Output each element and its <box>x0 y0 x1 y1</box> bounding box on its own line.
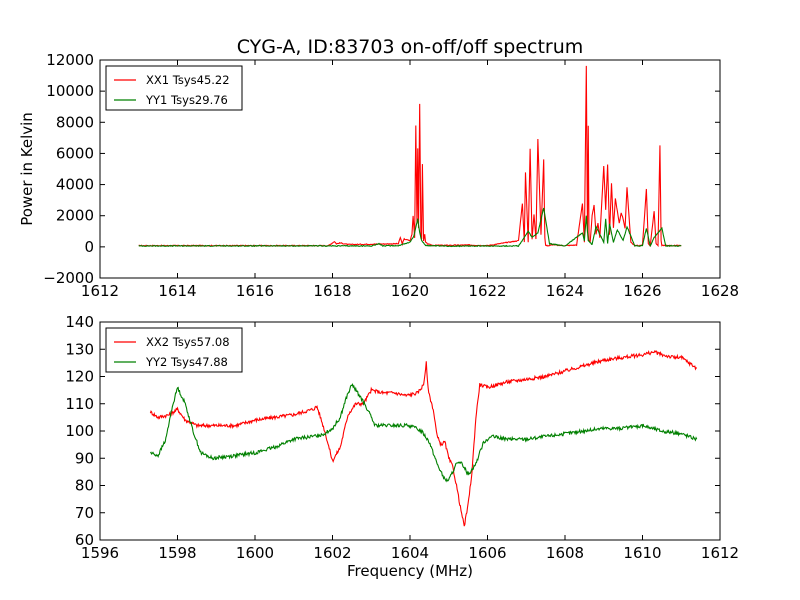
x-tick-label: 1600 <box>236 544 274 562</box>
legend-box <box>105 327 243 373</box>
y-tick-label: 2000 <box>56 207 94 225</box>
x-tick-label: 1606 <box>468 544 506 562</box>
x-tick-label: 1608 <box>546 544 584 562</box>
y-tick-label: 60 <box>75 531 94 549</box>
y-axis-label: Power in Kelvin <box>18 112 36 226</box>
y-tick-label: −2000 <box>43 269 94 287</box>
y-tick-label: 4000 <box>56 176 94 194</box>
x-tick-label: 1628 <box>701 282 739 300</box>
legend-entry: XX2 Tsys57.08 <box>146 335 230 349</box>
x-tick-label: 1622 <box>468 282 506 300</box>
legend-entry: YY2 Tsys47.88 <box>145 355 228 369</box>
series-line-xx2 <box>149 349 698 527</box>
y-tick-label: 8000 <box>56 113 94 131</box>
x-tick-label: 1604 <box>391 544 429 562</box>
legend-entry: XX1 Tsys45.22 <box>146 73 230 87</box>
x-tick-label: 1612 <box>81 282 119 300</box>
x-tick-label: 1614 <box>158 282 196 300</box>
y-tick-label: 110 <box>65 395 94 413</box>
y-tick-label: 0 <box>84 238 94 256</box>
bottom-panel: 1596 1598 1600 1602 1604 1606 1608 1610 1612 60 70… <box>65 313 739 580</box>
x-tick-label: 1596 <box>81 544 119 562</box>
y-tick-label: 70 <box>75 504 94 522</box>
y-tick-label: 100 <box>65 422 94 440</box>
legend-entry: YY1 Tsys29.76 <box>145 93 228 107</box>
y-tick-label: 120 <box>65 368 94 386</box>
y-tick-label: 130 <box>65 340 94 358</box>
y-tick-label: 10000 <box>46 82 94 100</box>
y-tick-label: 90 <box>75 449 94 467</box>
x-tick-label: 1620 <box>391 282 429 300</box>
series-line-yy1 <box>138 207 682 248</box>
x-tick-label: 1624 <box>546 282 584 300</box>
y-tick-label: 6000 <box>56 144 94 162</box>
x-tick-label: 1616 <box>236 282 274 300</box>
legend-box <box>105 65 243 111</box>
x-tick-label: 1612 <box>701 544 739 562</box>
y-tick-label: 12000 <box>46 51 94 69</box>
top-panel: 1612 1614 1616 1618 1620 1622 1624 1626 1628 −200… <box>18 51 739 300</box>
x-tick-label: 1618 <box>313 282 351 300</box>
x-tick-label: 1602 <box>313 544 351 562</box>
x-tick-label: 1598 <box>158 544 196 562</box>
y-tick-label: 140 <box>65 313 94 331</box>
chart-title: CYG-A, ID:83703 on-off/off spectrum <box>237 36 584 58</box>
x-tick-label: 1610 <box>623 544 661 562</box>
x-tick-label: 1626 <box>623 282 661 300</box>
series-line-yy2 <box>149 383 698 483</box>
x-axis-label: Frequency (MHz) <box>347 562 473 580</box>
y-tick-label: 80 <box>75 477 94 495</box>
